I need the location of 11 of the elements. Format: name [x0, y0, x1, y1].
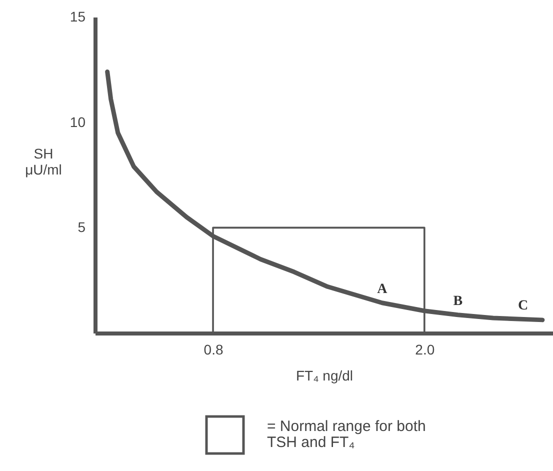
x-tick-label: 2.0 [415, 342, 435, 358]
y-tick-label: 5 [78, 219, 86, 236]
annotation: A [377, 282, 388, 297]
text: = Normal range for both TSH and FT₄ [267, 418, 427, 452]
x-axis-title: FT₄ ng/dl [296, 368, 354, 384]
y-tick-label: 10 [70, 114, 86, 130]
annotation: B [453, 294, 463, 309]
x-tick-label: 0.8 [204, 342, 224, 358]
annotation: C [518, 298, 528, 314]
y-tick-label: 15 [70, 8, 86, 24]
y-axis-title: SH μU/ml [25, 146, 62, 178]
